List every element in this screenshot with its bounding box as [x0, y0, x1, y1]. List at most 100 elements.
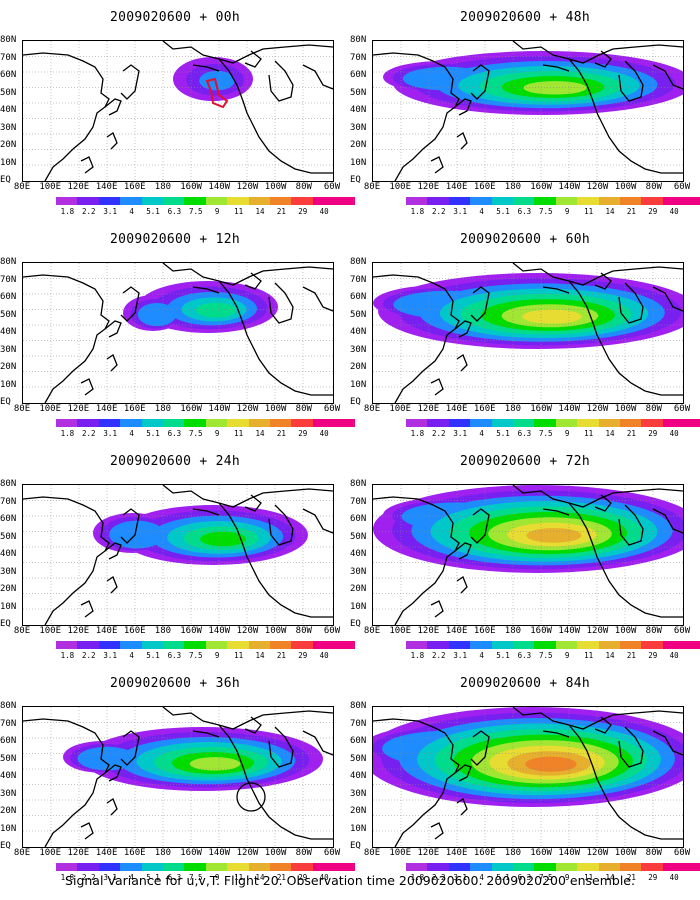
colorbar-label: 21: [626, 429, 636, 438]
longitude-label: 60W: [323, 626, 341, 636]
colorbar-swatch: [248, 863, 270, 871]
latitude-label: 20N: [0, 140, 17, 150]
latitude-label: 80N: [350, 479, 367, 489]
colorbar-swatch: [162, 641, 185, 649]
coastline: [302, 730, 333, 756]
colorbar-label: 1.8: [410, 873, 425, 882]
colorbar-label: 2.2: [432, 429, 446, 438]
colorbar: [56, 197, 356, 205]
longitude-label: 120E: [67, 848, 90, 858]
longitude-label: 60W: [323, 404, 341, 414]
longitude-label: 100W: [614, 626, 637, 636]
colorbar-swatch: [662, 197, 685, 205]
coastline: [618, 726, 644, 768]
longitude-label: 80E: [363, 404, 381, 414]
colorbar-label: 9: [214, 207, 220, 216]
colorbar-label: 29: [648, 873, 658, 882]
latitude-label: 30N: [350, 788, 367, 799]
coastline: [302, 286, 333, 312]
colorbar-label: 14: [255, 873, 265, 882]
colorbar-label: 1.8: [60, 207, 75, 216]
colorbar-swatch: [534, 419, 556, 427]
panel-title: 2009020600 + 84h: [459, 676, 591, 691]
colorbar-swatch: [598, 863, 620, 871]
colorbar-label: 5.1: [146, 429, 160, 438]
map-panel: 2009020600 + 24h 80N 70N 60N 50N 40N 30N 20N 10N…: [0, 444, 356, 666]
latitude-label: EQ: [0, 841, 11, 851]
colorbar-swatch: [291, 197, 313, 205]
colorbar-label: 5.1: [146, 651, 160, 660]
coastline: [454, 542, 472, 560]
latitude-label: 80N: [350, 701, 367, 711]
colorbar-swatch: [427, 197, 449, 205]
colorbar-label: 6.3: [167, 429, 182, 438]
coastline: [218, 58, 333, 174]
latitude-label: EQ: [0, 175, 11, 185]
latitude-label: EQ: [350, 619, 361, 629]
latitude-label: 60N: [0, 70, 17, 80]
variance-contour: [137, 303, 177, 327]
colorbar: [56, 419, 356, 427]
colorbar-label: 2.2: [82, 651, 96, 660]
latitude-label: EQ: [0, 619, 11, 629]
colorbar-label: 2.2: [432, 651, 446, 660]
colorbar-swatch: [334, 419, 356, 427]
colorbar-swatch: [269, 641, 292, 649]
latitude-label: 40N: [350, 549, 367, 559]
longitude-label: 120W: [586, 182, 609, 192]
longitude-label: 80W: [645, 182, 662, 192]
latitude-label: 50N: [350, 309, 367, 320]
longitude-label: 140W: [558, 626, 581, 636]
colorbar-swatch: [248, 419, 270, 427]
longitude-label: 160W: [530, 404, 552, 414]
coastline: [192, 730, 220, 738]
coastline: [542, 286, 570, 294]
colorbar-swatch: [684, 641, 700, 649]
colorbar-label: 4: [129, 429, 134, 438]
latitude-label: 30N: [0, 344, 17, 355]
variance-contour: [196, 302, 236, 318]
longitude-label: 100E: [389, 404, 412, 414]
longitude-label: 160E: [473, 626, 496, 636]
colorbar-label: 40: [669, 873, 679, 882]
longitude-label: 120E: [417, 626, 440, 636]
map-panel: 2009020600 + 36h 80N 70N 60N 50N 40N 30N 20N 10N…: [0, 666, 356, 888]
coastline: [618, 282, 644, 324]
longitude-label: 180: [154, 626, 172, 636]
colorbar: [406, 863, 700, 871]
coastline: [594, 716, 612, 734]
coastline: [594, 494, 612, 512]
variance-map: [372, 706, 684, 848]
latitude-label: 70N: [0, 496, 17, 507]
colorbar-swatch: [512, 863, 535, 871]
longitude-label: 160E: [123, 848, 146, 858]
colorbar-swatch: [555, 863, 578, 871]
variance-map: [22, 262, 334, 404]
colorbar-swatch: [141, 419, 163, 427]
colorbar-label: 29: [298, 207, 308, 216]
colorbar: [56, 641, 356, 649]
longitude-label: 160W: [530, 182, 552, 192]
colorbar-label: 5.1: [146, 207, 160, 216]
coastline: [618, 504, 644, 546]
coastline: [80, 600, 94, 618]
longitude-label: 160W: [180, 182, 202, 192]
colorbar: [406, 197, 700, 205]
coastline: [192, 64, 220, 72]
longitude-label: 140E: [445, 182, 468, 192]
map-panel: 2009020600 + 84h 80N 70N 60N 50N 40N 30N 20N 10N…: [350, 666, 700, 888]
colorbar-swatch: [141, 197, 163, 205]
coastline: [454, 764, 472, 782]
colorbar-swatch: [662, 419, 685, 427]
coastline: [268, 504, 294, 546]
map-panel: 2009020600 + 72h 80N 70N 60N 50N 40N 30N 20N 10N…: [350, 444, 700, 666]
coastline: [162, 263, 333, 286]
colorbar-label: 40: [669, 207, 679, 216]
colorbar-label: 4: [129, 207, 134, 216]
latitude-label: 10N: [0, 157, 17, 168]
colorbar-swatch: [56, 641, 78, 649]
colorbar-swatch: [56, 863, 78, 871]
colorbar-label: 14: [605, 429, 615, 438]
latitude-label: 80N: [0, 257, 17, 267]
latitude-label: 80N: [0, 701, 17, 711]
